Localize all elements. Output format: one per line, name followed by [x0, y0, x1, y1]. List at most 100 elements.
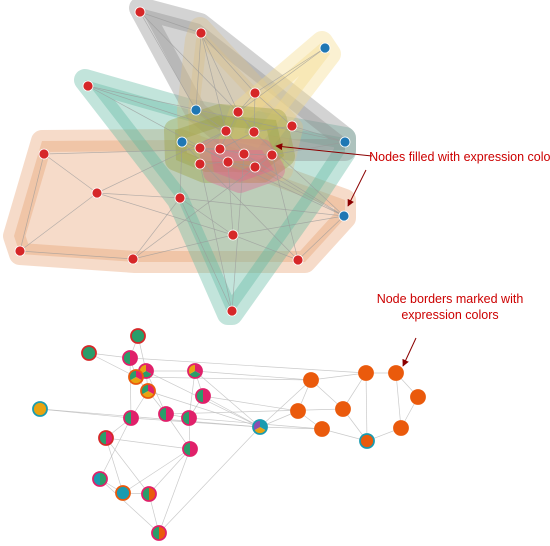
edge	[129, 357, 132, 419]
edge	[195, 109, 227, 132]
node-fill	[116, 486, 130, 500]
edge	[88, 352, 137, 378]
edge	[310, 372, 367, 381]
pie-node	[115, 485, 131, 501]
node-border	[32, 401, 48, 417]
node-border	[303, 372, 319, 388]
node-border	[140, 383, 156, 399]
node-red	[232, 106, 244, 118]
edge	[87, 85, 227, 132]
edge	[105, 437, 124, 494]
edge	[105, 437, 150, 495]
edge	[99, 417, 132, 480]
pie-node	[290, 403, 306, 419]
node-border	[128, 369, 144, 385]
edge	[254, 92, 293, 127]
node-border	[335, 401, 351, 417]
edge	[19, 192, 98, 252]
node-border	[393, 420, 409, 436]
edge	[139, 11, 202, 34]
edge	[254, 47, 326, 94]
node-red	[214, 143, 226, 155]
edge	[200, 32, 239, 113]
node-fill	[389, 366, 403, 380]
edge	[259, 379, 312, 428]
edge	[195, 32, 202, 111]
edge	[19, 250, 134, 260]
edge	[96, 192, 181, 199]
pie-node	[181, 410, 197, 426]
pie-node	[141, 486, 157, 502]
node-red	[91, 187, 103, 199]
edge	[145, 370, 167, 415]
node-red	[194, 142, 206, 154]
node-red	[14, 245, 26, 257]
pie-node	[92, 471, 108, 487]
node-border	[359, 433, 375, 449]
edge	[253, 92, 256, 133]
node-border	[410, 389, 426, 405]
node-red	[194, 158, 206, 170]
edge	[200, 32, 227, 132]
node-red	[266, 149, 278, 161]
pie-slice	[129, 377, 143, 384]
edge	[202, 395, 261, 428]
edge	[147, 390, 261, 428]
edge	[227, 161, 234, 236]
pie-node	[81, 345, 97, 361]
edge	[43, 153, 98, 194]
pie-node	[359, 433, 375, 449]
pie-node	[158, 406, 174, 422]
node-border	[141, 486, 157, 502]
top-edges	[19, 11, 346, 312]
edge	[139, 11, 239, 113]
node-red	[248, 126, 260, 138]
top-network-hull-panel	[3, 0, 356, 325]
node-blue	[338, 210, 350, 222]
node-blue	[319, 42, 331, 54]
edge	[202, 395, 299, 412]
edge	[231, 153, 245, 312]
node-blue	[176, 136, 188, 148]
edge	[297, 215, 345, 261]
pie-node	[358, 365, 374, 381]
node-border	[123, 410, 139, 426]
edge	[194, 370, 261, 428]
node-red	[238, 148, 250, 160]
annotation-nodes-filled: Nodes filled with expression colors	[369, 150, 550, 164]
node-red	[292, 254, 304, 266]
pie-node	[252, 419, 268, 435]
node-border	[151, 525, 167, 541]
edge	[225, 130, 256, 168]
node-red	[127, 253, 139, 265]
pie-node	[128, 369, 144, 385]
edge	[232, 215, 345, 236]
edge	[122, 448, 191, 494]
edge	[135, 376, 312, 381]
node-fill	[315, 422, 329, 436]
edge	[179, 197, 234, 236]
arrow-to-blue-node	[347, 169, 367, 207]
edge	[194, 370, 312, 381]
edge	[291, 125, 346, 143]
edge	[253, 125, 293, 133]
edge	[132, 197, 181, 260]
edge	[148, 448, 191, 495]
node-border	[187, 363, 203, 379]
edge	[96, 192, 234, 236]
node-red	[134, 6, 146, 18]
edge	[199, 163, 233, 312]
edge	[243, 153, 345, 217]
edge	[259, 426, 323, 430]
arrow-to-bordered-node	[402, 337, 417, 367]
node-fill	[360, 434, 374, 448]
pie-node	[151, 525, 167, 541]
edge	[99, 478, 160, 534]
node-blue	[190, 104, 202, 116]
node-fill	[304, 373, 318, 387]
pie-node	[393, 420, 409, 436]
top-nodes	[14, 6, 351, 317]
node-border	[115, 485, 131, 501]
edge	[179, 197, 345, 217]
node-border	[98, 430, 114, 446]
